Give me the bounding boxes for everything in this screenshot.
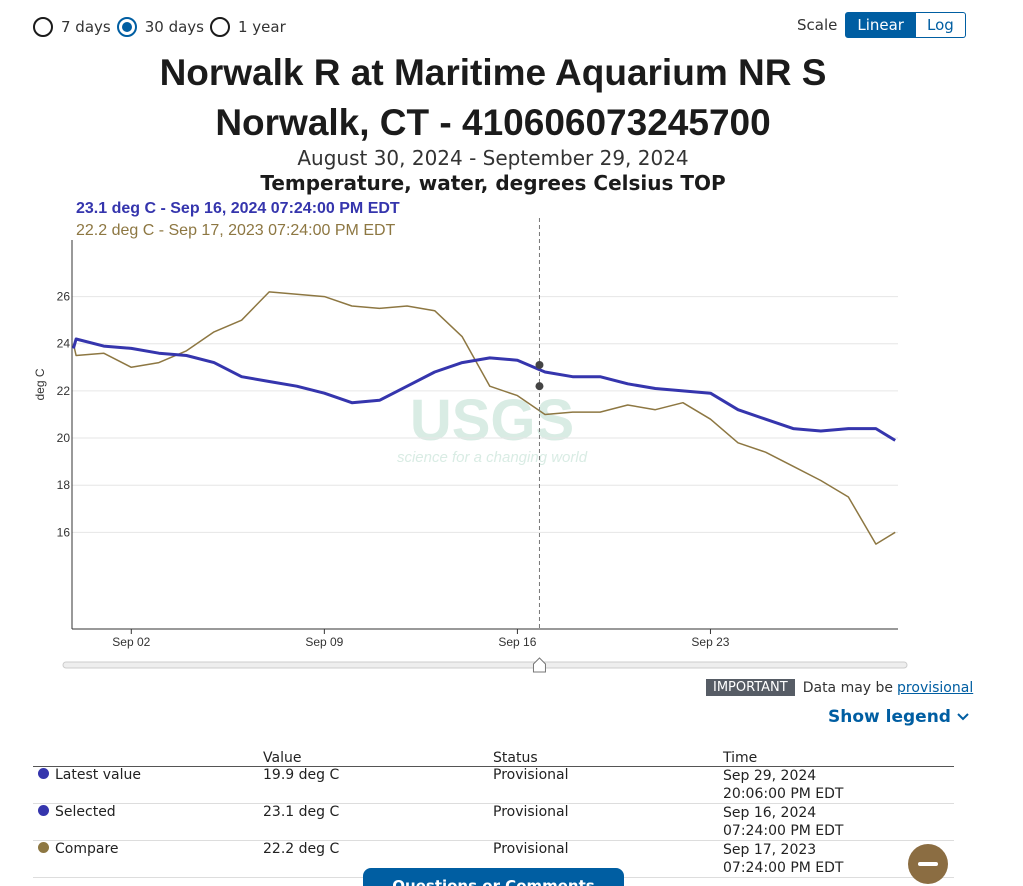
chart: 23.1 deg C - Sep 16, 2024 07:24:00 PM ED… bbox=[33, 200, 908, 673]
selection-point bbox=[535, 360, 544, 369]
row-name: Latest value bbox=[55, 767, 141, 783]
row-time: Sep 16, 2024 bbox=[723, 805, 817, 821]
notice-link[interactable]: provisional bbox=[897, 679, 974, 696]
value-cell: 23.1 deg C bbox=[263, 804, 493, 841]
hover-label: 22.2 deg C - Sep 17, 2023 07:24:00 PM ED… bbox=[76, 222, 396, 239]
chart-subtitle: August 30, 2024 - September 29, 2024 bbox=[297, 146, 689, 170]
table-row: Latest value 19.9 deg C Provisional Sep 29,… bbox=[33, 767, 954, 804]
time-cell: Sep 29, 2024 20:06:00 PM EDT bbox=[723, 767, 954, 804]
hover-label: 23.1 deg C - Sep 16, 2024 07:24:00 PM ED… bbox=[76, 200, 400, 217]
name-cell: Compare bbox=[33, 841, 263, 878]
scale-label: Scale bbox=[797, 16, 838, 34]
row-time: Sep 29, 2024 bbox=[723, 768, 817, 784]
x-tick-label: Sep 23 bbox=[691, 635, 729, 649]
row-status: Provisional bbox=[493, 767, 569, 783]
name-cell: Latest value bbox=[33, 767, 263, 804]
brush-handle bbox=[532, 657, 546, 673]
table-body: Latest value 19.9 deg C Provisional Sep 29,… bbox=[33, 767, 954, 878]
status-cell: Provisional bbox=[493, 841, 723, 878]
notice-badge: IMPORTANT bbox=[706, 679, 795, 696]
row-time: 07:24:00 PM EDT bbox=[723, 823, 844, 839]
period-radio[interactable]: 1 year bbox=[209, 17, 286, 37]
scale-button[interactable]: Linear bbox=[845, 12, 916, 38]
period-label: 1 year bbox=[237, 18, 286, 36]
show-legend-label: Show legend bbox=[828, 707, 951, 727]
value-table: Value Status Time Latest value 19.9 deg C… bbox=[33, 750, 954, 878]
y-tick-label: 24 bbox=[57, 337, 71, 351]
watermark: USGS bbox=[410, 388, 574, 453]
row-value: 19.9 deg C bbox=[263, 767, 340, 783]
y-tick-label: 22 bbox=[57, 384, 71, 398]
watermark: science for a changing world bbox=[397, 449, 588, 466]
parameter-label: Temperature, water, degrees Celsius TOP bbox=[260, 171, 726, 195]
header-cell: Value bbox=[263, 750, 302, 766]
row-time: Sep 17, 2023 bbox=[723, 842, 817, 858]
y-tick-label: 18 bbox=[57, 478, 71, 492]
time-cell: Sep 16, 2024 07:24:00 PM EDT bbox=[723, 804, 954, 841]
series-line bbox=[71, 337, 896, 442]
header-cell: Time bbox=[723, 750, 758, 766]
legend-dot bbox=[38, 768, 49, 779]
collapse-button[interactable] bbox=[908, 844, 948, 884]
period-radio[interactable]: 30 days bbox=[116, 17, 204, 37]
show-legend[interactable]: Show legend bbox=[828, 707, 970, 727]
value-cell: 19.9 deg C bbox=[263, 767, 493, 804]
scale-button[interactable]: Log bbox=[915, 12, 966, 38]
table-row: Selected 23.1 deg C Provisional Sep 16, 202… bbox=[33, 804, 954, 841]
selection-point bbox=[535, 382, 544, 391]
y-axis-label: deg C bbox=[33, 368, 47, 400]
header-cell: Status bbox=[493, 750, 538, 766]
row-status: Provisional bbox=[493, 804, 569, 820]
status-cell: Provisional bbox=[493, 804, 723, 841]
radio-circle bbox=[209, 17, 230, 37]
radio-circle bbox=[33, 17, 53, 37]
x-tick-label: Sep 09 bbox=[305, 635, 343, 649]
questions-button[interactable]: Questions or Comments bbox=[363, 868, 624, 886]
row-status: Provisional bbox=[493, 841, 569, 857]
row-time: 20:06:00 PM EDT bbox=[723, 786, 844, 802]
notice-text: Data may be bbox=[802, 679, 894, 696]
row-name: Selected bbox=[55, 804, 116, 820]
period-radio[interactable]: 7 days bbox=[33, 17, 111, 37]
x-tick-label: Sep 02 bbox=[112, 635, 150, 649]
name-cell: Selected bbox=[33, 804, 263, 841]
y-tick-label: 20 bbox=[57, 431, 71, 445]
row-value: 22.2 deg C bbox=[263, 841, 340, 857]
header-cell bbox=[33, 750, 263, 767]
notice: IMPORTANT Data may be provisional bbox=[706, 679, 973, 696]
row-time: 07:24:00 PM EDT bbox=[723, 860, 844, 876]
legend-dot bbox=[38, 805, 49, 816]
brush-track bbox=[62, 661, 908, 669]
value-cell: 22.2 deg C bbox=[263, 841, 493, 878]
y-tick-label: 16 bbox=[57, 525, 71, 539]
y-tick-label: 26 bbox=[57, 290, 71, 304]
time-cell: Sep 17, 2023 07:24:00 PM EDT bbox=[723, 841, 954, 878]
minus-icon bbox=[918, 862, 938, 866]
x-tick-label: Sep 16 bbox=[498, 635, 536, 649]
period-label: 30 days bbox=[144, 18, 204, 36]
status-cell: Provisional bbox=[493, 767, 723, 804]
table-header: Value Status Time bbox=[33, 750, 954, 767]
period-options: 7 days 30 days 1 year bbox=[33, 17, 292, 37]
radio-circle bbox=[116, 17, 137, 37]
period-label: 7 days bbox=[61, 18, 111, 36]
chart-title: Norwalk R at Maritime Aquarium NR S Norw… bbox=[159, 52, 827, 143]
legend-dot bbox=[38, 842, 49, 853]
scale-toggle: Scale Linear Log bbox=[797, 12, 966, 38]
chevron-icon bbox=[957, 713, 969, 721]
row-name: Compare bbox=[55, 841, 119, 857]
row-value: 23.1 deg C bbox=[263, 804, 340, 820]
